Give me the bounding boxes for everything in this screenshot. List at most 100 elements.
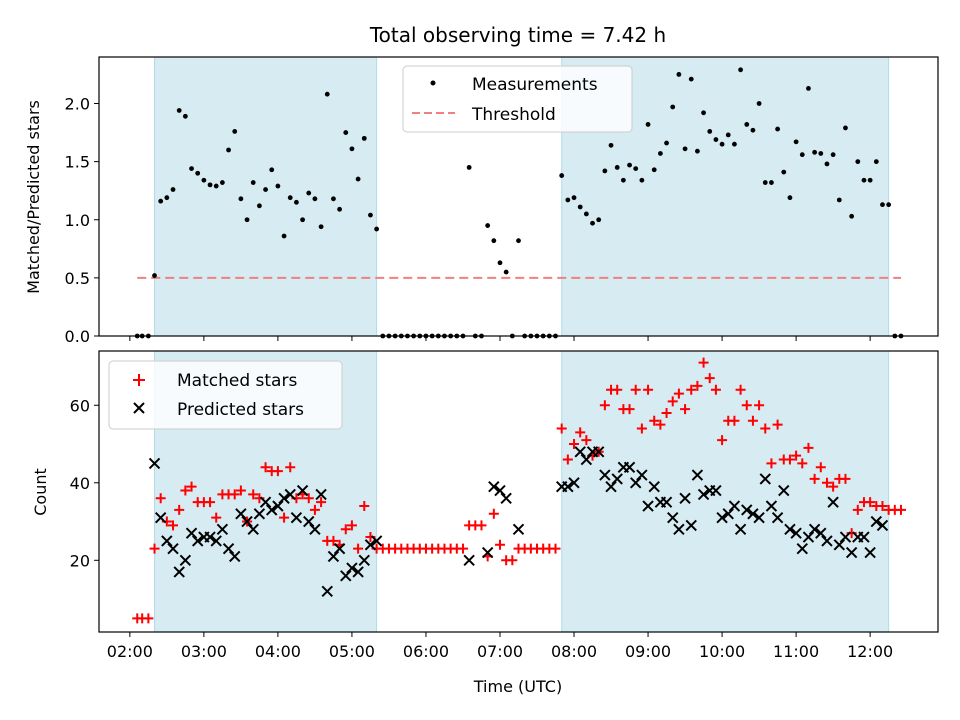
measurement-point [195,170,201,176]
predicted-star-point [759,473,771,485]
matched-star-point [155,493,166,504]
predicted-star-point [636,469,648,481]
predicted-star-point [574,446,586,458]
matched-star-point [852,504,863,515]
x-axis-label: Time (UTC) [473,677,562,696]
measurement-point [664,140,669,146]
measurement-point [596,217,602,223]
matched-star-point [235,485,246,496]
predicted-star-point [710,484,722,497]
predicted-star-point [833,539,846,551]
measurement-point [756,101,762,106]
predicted-star-point [241,515,253,528]
predicted-star-point [722,508,734,520]
matched-star-point [211,512,222,523]
predicted-star-point [728,500,741,512]
measurement-point [614,165,620,170]
y-tick-label: 1.5 [65,153,90,172]
predicted-star-point [247,523,259,535]
predicted-star-point [321,585,333,598]
predicted-star-point [161,535,173,547]
matched-star-point [840,473,851,484]
predicted-star-point [500,492,512,504]
predicted-star-point [191,535,204,547]
predicted-star-point [352,566,364,578]
x-tick-label: 09:00 [625,642,671,661]
predicted-star-point [303,515,315,528]
matched-star-point [784,454,795,465]
measurement-point [207,182,213,188]
measurement-point [732,141,737,147]
measurement-point [497,260,503,266]
matched-star-point [667,396,678,407]
measurement-point [657,151,663,156]
matched-star-point [581,435,592,446]
y-tick-label: 20 [70,551,90,570]
predicted-star-point [691,469,704,481]
predicted-star-point [864,546,876,559]
matched-star-point [655,419,666,430]
x-tick-label: 10:00 [699,642,745,661]
measurement-point [312,196,318,202]
measurement-point [676,72,682,77]
predicted-star-point [210,535,222,547]
predicted-star-point [494,484,506,497]
x-tick-label: 04:00 [255,642,301,661]
measurement-point [725,132,731,138]
matched-star-point [186,481,197,492]
y-tick-label: 1.0 [65,211,90,230]
measurement-point [590,220,595,226]
predicted-star-point [839,531,852,543]
matched-star-point [599,400,610,411]
predicted-star-point [623,461,636,473]
matched-star-point [328,535,339,546]
matched-star-point [457,543,468,554]
matched-star-point [630,384,641,395]
predicted-star-point [364,539,377,551]
measurement-point [608,142,614,148]
matched-star-point [821,477,832,488]
y-tick-label: 0.0 [65,327,90,346]
matched-star-point [760,423,771,434]
measurement-point [466,165,472,170]
matched-star-point [229,489,240,500]
predicted-star-point [562,480,574,493]
measurement-point [824,161,830,167]
top-legend-box [402,65,633,133]
matched-star-point [895,504,906,515]
y-tick-label: 40 [70,474,90,493]
predicted-star-point [734,523,747,535]
matched-star-point [168,520,179,531]
matched-star-point [747,415,758,426]
measurement-point [682,146,688,152]
predicted-star-point [808,523,821,535]
predicted-star-point [185,527,198,539]
measurement-point [275,183,281,189]
predicted-star-point [370,535,383,547]
x-tick-label: 12:00 [847,642,893,661]
measurement-point [775,126,781,132]
measurement-point [799,152,805,158]
matched-star-point [815,462,826,473]
predicted-star-point [648,480,660,493]
matched-star-point [248,489,259,500]
measurement-point [744,122,750,127]
matched-star-point [488,508,499,519]
measurement-point [485,223,491,228]
predicted-stars-points [148,446,889,598]
y-tick-label: 60 [70,396,90,415]
measurement-point [793,139,799,145]
measurement-point [232,129,238,134]
matched-star-point [279,512,290,523]
x-tick-label: 02:00 [107,642,153,661]
bottom-x-axis-ticks: 02:00 03:00 04:00 05:00 06:00 07:00 08:00 09:00… [107,632,893,661]
predicted-star-point [821,535,833,547]
predicted-star-point [630,477,642,489]
measurement-point [855,159,861,165]
matched-star-point [828,481,839,492]
measurement-point [300,217,305,223]
matched-star-point [569,439,580,450]
predicted-star-point [154,511,167,524]
measurement-point [701,110,706,116]
